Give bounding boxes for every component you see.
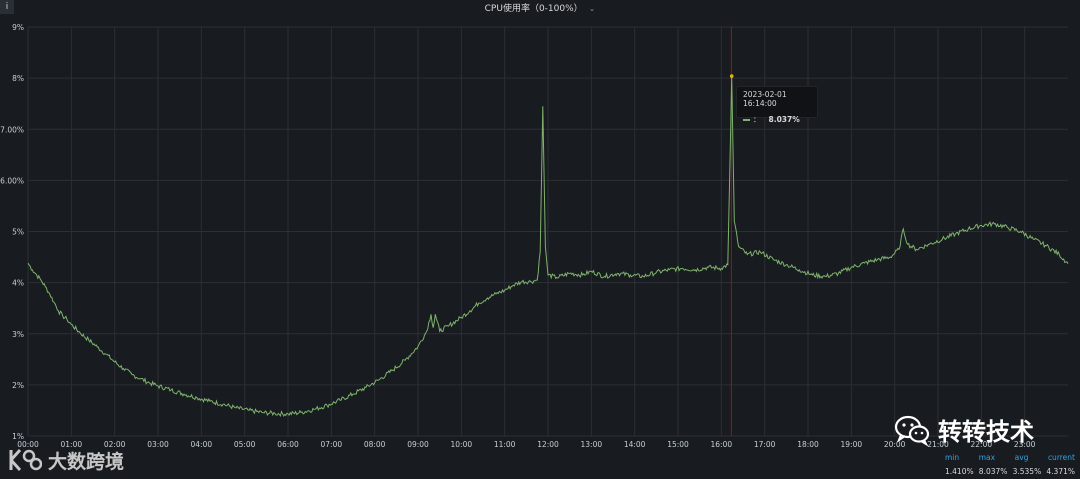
x-tick-label: 00:00	[17, 440, 39, 449]
series-line	[27, 76, 1069, 418]
x-tick-label: 06:00	[277, 440, 299, 449]
x-tick-label: 08:00	[364, 440, 386, 449]
tooltip-timestamp: 2023-02-01 16:14:00	[743, 90, 787, 108]
x-tick-label: 09:00	[407, 440, 429, 449]
legend-header-max[interactable]: max	[978, 453, 996, 462]
x-tick-label: 11:00	[494, 440, 516, 449]
x-tick-label: 23:00	[1014, 440, 1036, 449]
wechat-icon	[894, 415, 930, 446]
legend-table: min max avg current 1.410% 8.037% 3.535%…	[945, 453, 1075, 476]
y-tick-label: 8%	[12, 74, 24, 83]
y-tick-label: 3%	[12, 330, 24, 339]
y-tick-label: 6.00%	[0, 176, 24, 185]
x-tick-label: 22:00	[971, 440, 993, 449]
x-tick-label: 03:00	[147, 440, 169, 449]
y-tick-label: 4%	[12, 279, 24, 288]
x-tick-label: 18:00	[797, 440, 819, 449]
tooltip-series-swatch	[743, 118, 750, 121]
x-tick-label: 13:00	[581, 440, 603, 449]
y-tick-label: 2%	[12, 381, 24, 390]
watermark-right-text: 转转技术	[938, 418, 1034, 446]
x-tick-label: 16:00	[711, 440, 733, 449]
title-caret-icon[interactable]: ⌄	[588, 4, 596, 13]
legend-value-max: 8.037%	[978, 467, 1008, 476]
legend-value-min: 1.410%	[945, 467, 974, 476]
watermark-right: 转转技术	[894, 412, 1034, 447]
x-tick-label: 04:00	[191, 440, 213, 449]
y-tick-label: 1%	[12, 432, 24, 441]
x-tick-label: 19:00	[841, 440, 863, 449]
x-tick-label: 14:00	[624, 440, 646, 449]
y-tick-label: 5%	[12, 228, 24, 237]
bigdata-logo-icon	[9, 448, 42, 472]
x-tick-label: 20:00	[884, 440, 906, 449]
hover-point	[729, 74, 734, 78]
x-tick-label: 15:00	[667, 440, 689, 449]
panel-title[interactable]: CPU使用率（0-100%）	[484, 4, 583, 14]
x-tick-label: 10:00	[451, 440, 473, 449]
legend-value-current: 4.371%	[1046, 467, 1075, 476]
legend-header-min[interactable]: min	[945, 453, 960, 462]
x-tick-label: 02:00	[104, 440, 126, 449]
y-tick-label: 9%	[12, 23, 24, 32]
x-tick-label: 12:00	[537, 440, 559, 449]
watermark-left-text: 大数跨境	[48, 450, 125, 473]
legend-value-avg: 3.535%	[1012, 467, 1042, 476]
hover-tooltip: 2023-02-01 16:14:00 ： 8.037%	[736, 86, 818, 124]
x-tick-label: 17:00	[754, 440, 776, 449]
panel-title-bar[interactable]: CPU使用率（0-100%） ⌄	[0, 2, 1080, 16]
x-tick-label: 05:00	[234, 440, 256, 449]
watermark-left: 大数跨境	[8, 446, 124, 474]
x-tick-label: 07:00	[321, 440, 343, 449]
y-tick-label: 7.00%	[0, 125, 24, 134]
tooltip-series-label: ：	[753, 115, 761, 124]
panel-info-icon[interactable]: i	[0, 0, 14, 14]
legend-header-avg[interactable]: avg	[1014, 453, 1029, 462]
x-tick-label: 21:00	[927, 440, 949, 449]
x-tick-label: 01:00	[61, 440, 83, 449]
legend-header-current[interactable]: current	[1047, 453, 1075, 462]
tooltip-value: 8.037%	[768, 115, 800, 124]
